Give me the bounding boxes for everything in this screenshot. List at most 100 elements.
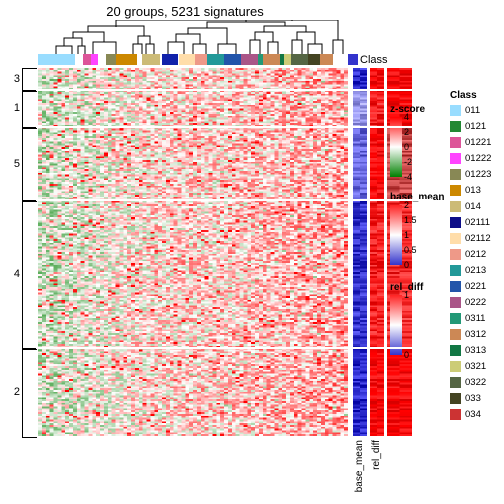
class-strip-seg: [38, 54, 75, 65]
plot-title: 20 groups, 5231 signatures: [0, 4, 370, 19]
legend-tick: -4: [404, 173, 412, 182]
legend-zscore: z-score 420-2-4: [390, 104, 425, 180]
class-legend-row: 02112: [450, 231, 491, 246]
class-legend-label: 02111: [465, 217, 490, 228]
class-legend-row: 0321: [450, 359, 491, 374]
legend-tick: 0: [404, 261, 409, 270]
legend-tick: 0: [404, 143, 409, 152]
class-swatch: [450, 105, 461, 116]
class-swatch: [450, 297, 461, 308]
class-legend-label: 0321: [465, 361, 486, 372]
class-legend-label: 0312: [465, 329, 486, 340]
row-group-label: 1: [0, 102, 20, 114]
class-strip-seg: [98, 54, 106, 65]
class-strip-seg: [75, 54, 83, 65]
class-swatch: [450, 265, 461, 276]
class-strip-seg: [179, 54, 195, 65]
class-legend-label: 013: [465, 185, 481, 196]
row-group-labels: 31542: [6, 68, 19, 436]
row-group-label: 3: [0, 73, 20, 85]
legend-base-mean-title: base_mean: [390, 192, 444, 203]
legend-tick: 2: [404, 201, 409, 210]
legend-tick: 1.5: [404, 216, 417, 225]
class-legend-row: 0312: [450, 327, 491, 342]
row-group-ticks: [22, 68, 36, 436]
annotation-base-mean: [353, 68, 367, 436]
class-legend-label: 0213: [465, 265, 486, 276]
class-strip-seg: [241, 54, 258, 65]
class-strip-seg: [91, 54, 99, 65]
class-swatch: [450, 185, 461, 196]
class-strip-seg: [83, 54, 91, 65]
class-strip-seg: [207, 54, 224, 65]
legend-tick: 1: [404, 231, 409, 240]
column-dendrogram: [38, 20, 348, 54]
class-legend-label: 011: [465, 105, 480, 116]
class-swatch: [450, 377, 461, 388]
class-swatch: [450, 281, 461, 292]
class-strip-seg: [263, 54, 280, 65]
class-legend-row: 01223: [450, 167, 491, 182]
legend-class: Class 011 0121 01221 01222 01223 013 014 02111 0…: [450, 90, 491, 423]
class-swatch: [450, 137, 461, 148]
column-class-strip: [38, 54, 348, 65]
column-class-label: Class: [360, 54, 388, 66]
legend-tick: 4: [404, 113, 409, 122]
class-swatch: [450, 249, 461, 260]
class-legend-row: 02111: [450, 215, 491, 230]
class-legend-row: 0213: [450, 263, 491, 278]
legend-zscore-gradient: [390, 117, 402, 177]
class-swatch: [450, 233, 461, 244]
class-legend-label: 0121: [465, 121, 486, 132]
annotation-label-rel-diff: rel_diff: [371, 440, 382, 470]
column-class-cap: [348, 54, 358, 65]
legend-tick: 1: [404, 291, 409, 300]
class-swatch: [450, 409, 461, 420]
class-legend-label: 0322: [465, 377, 486, 388]
class-legend-label: 0212: [465, 249, 486, 260]
class-legend-label: 014: [465, 201, 481, 212]
legend-rel-diff-gradient: [390, 295, 402, 355]
annotation-label-base-mean: base_mean: [354, 440, 365, 492]
class-legend-row: 0313: [450, 343, 491, 358]
legend-tick: 0: [404, 351, 409, 360]
heatmap-main: [38, 68, 348, 436]
class-swatch: [450, 153, 461, 164]
class-strip-seg: [320, 54, 332, 65]
class-legend-label: 033: [465, 393, 481, 404]
class-legend-label: 0221: [465, 281, 486, 292]
class-legend-row: 034: [450, 407, 491, 422]
class-legend-label: 01223: [465, 169, 491, 180]
class-legend-row: 0322: [450, 375, 491, 390]
row-group-label: 5: [0, 158, 20, 170]
legend-tick: 2: [404, 128, 409, 137]
class-legend-row: 033: [450, 391, 491, 406]
class-strip-seg: [308, 54, 320, 65]
legend-rel-diff: rel_diff 10: [390, 282, 423, 358]
class-legend-row: 011: [450, 103, 491, 118]
class-swatch: [450, 313, 461, 324]
class-legend-label: 0313: [465, 345, 486, 356]
legend-tick: -2: [404, 158, 412, 167]
class-swatch: [450, 121, 461, 132]
class-legend-label: 01221: [465, 137, 491, 148]
class-swatch: [450, 201, 461, 212]
class-strip-seg: [224, 54, 241, 65]
class-strip-seg: [142, 54, 161, 65]
class-legend-label: 01222: [465, 153, 491, 164]
legend-base-mean: base_mean 2 1.5 1 0.5 0: [390, 192, 444, 268]
class-legend-row: 014: [450, 199, 491, 214]
class-strip-seg: [291, 54, 308, 65]
class-legend-row: 0121: [450, 119, 491, 134]
row-group-label: 2: [0, 386, 20, 398]
row-group-label: 4: [0, 268, 20, 280]
legend-tick: 0.5: [404, 246, 417, 255]
class-swatch: [450, 393, 461, 404]
class-swatch: [450, 169, 461, 180]
class-legend-label: 0222: [465, 297, 486, 308]
legend-base-mean-gradient: [390, 205, 402, 265]
legend-class-title: Class: [450, 90, 491, 101]
class-swatch: [450, 217, 461, 228]
class-legend-label: 0311: [465, 313, 485, 324]
class-legend-row: 01222: [450, 151, 491, 166]
